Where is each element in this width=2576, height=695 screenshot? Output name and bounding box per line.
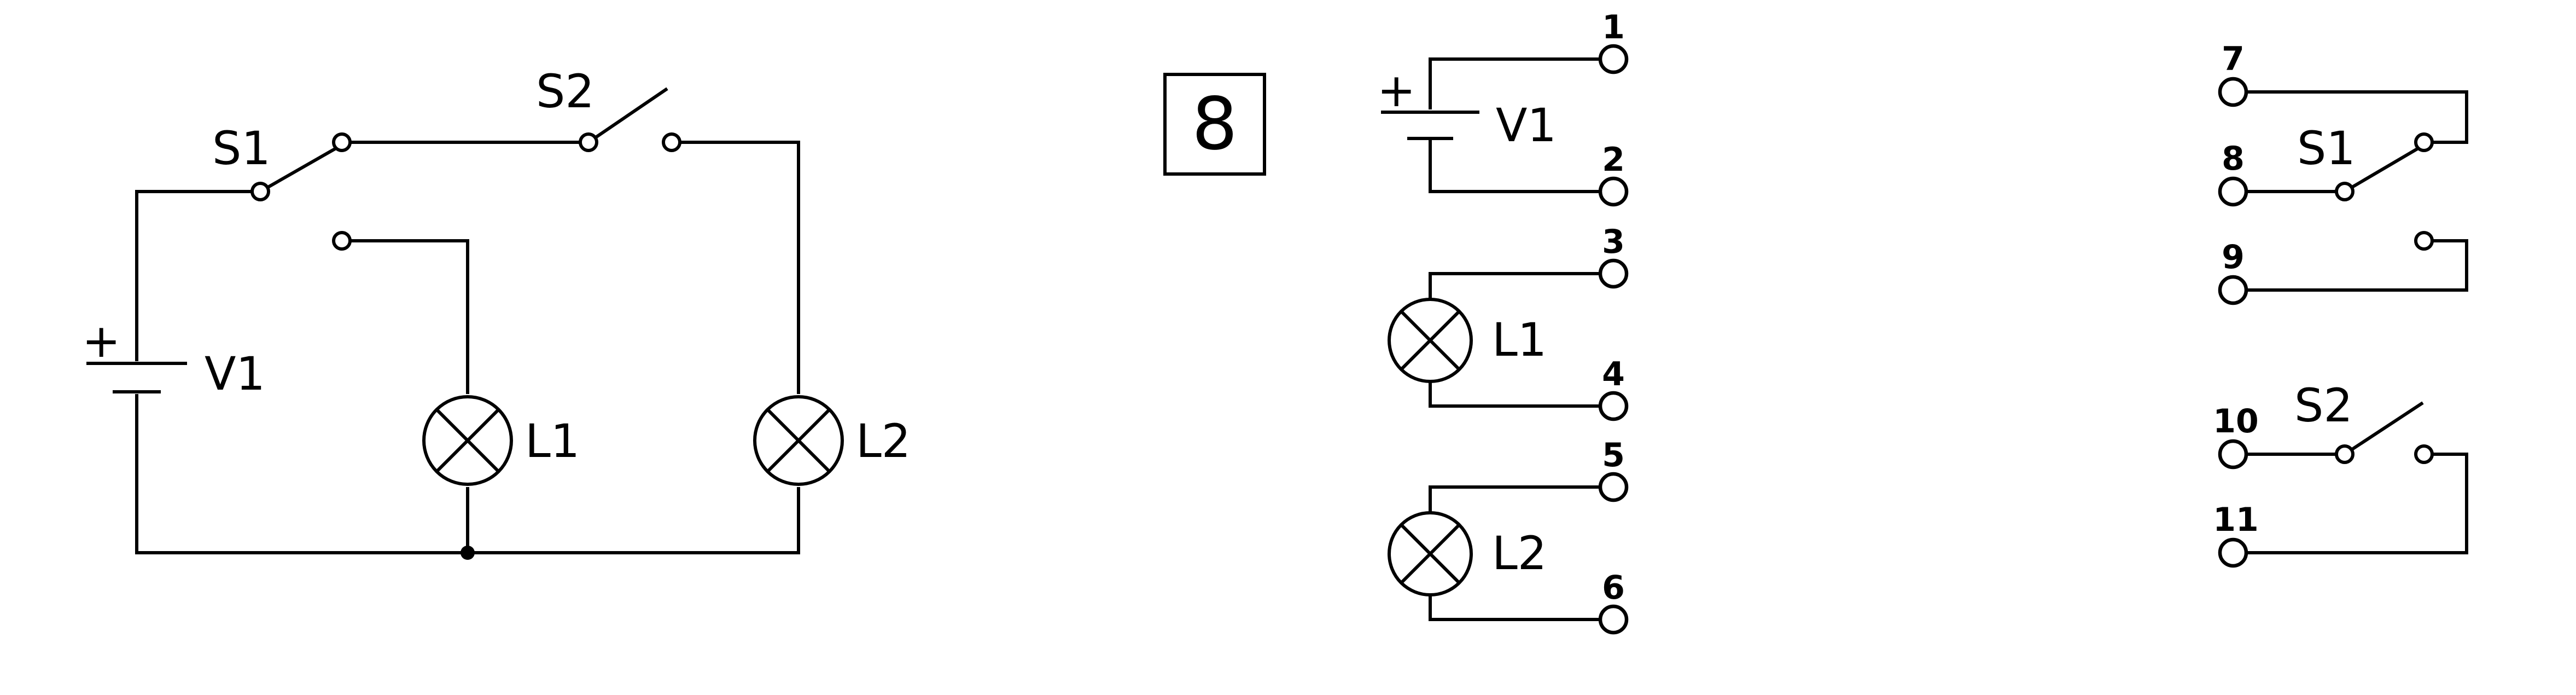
terminal-number-4: 4 (1602, 355, 1625, 393)
junction-dot (461, 546, 475, 560)
problem-number: 8 (1192, 82, 1238, 166)
terminal-number-5: 5 (1602, 436, 1625, 474)
terminal-lamp-l2: L2 5 6 (1388, 436, 1629, 635)
terminal-switch-s2-label: S2 (2294, 379, 2353, 432)
terminal-number-7: 7 (2222, 40, 2245, 78)
battery-v1: + V1 (82, 314, 265, 401)
lamp-l1: L1 (422, 395, 580, 486)
switch-terminals: S1 7 8 9 S2 10 11 (2213, 40, 2468, 568)
terminal-lamp-l1: L1 3 4 (1388, 223, 1629, 421)
terminal-number-3: 3 (1602, 223, 1625, 261)
terminal-battery-polarity: + (1377, 63, 1415, 117)
assembled-circuit: + V1 S1 S2 L1 L (82, 65, 911, 560)
terminal-switch-s1: S1 7 8 9 (2218, 40, 2468, 305)
switch-s1: S1 (212, 121, 352, 251)
battery-polarity-sign: + (82, 314, 120, 368)
component-terminals: + V1 1 2 L1 3 4 L2 5 (1377, 8, 1629, 635)
switch-s2-label: S2 (536, 65, 595, 118)
wire-battery-to-s1 (135, 190, 252, 361)
terminal-number-11: 11 (2213, 501, 2259, 539)
lamp-l2: L2 (753, 395, 911, 486)
terminal-battery-label: V1 (1496, 99, 1557, 152)
switch-s1-label: S1 (212, 121, 271, 175)
problem-number-box: 8 (1163, 73, 1266, 176)
terminal-battery-v1: + V1 1 2 (1377, 8, 1629, 207)
terminal-switch-s1-label: S1 (2297, 121, 2356, 175)
lamp-l1-label: L1 (525, 414, 580, 468)
lamp-l2-label: L2 (856, 414, 911, 468)
battery-label: V1 (205, 347, 265, 401)
terminal-switch-s2: S2 10 11 (2213, 379, 2468, 568)
terminal-lamp-l1-label: L1 (1492, 313, 1547, 367)
terminal-number-1: 1 (1602, 8, 1625, 47)
switch-s2: S2 (536, 65, 681, 152)
terminal-number-10: 10 (2213, 402, 2259, 441)
terminal-number-6: 6 (1602, 569, 1625, 607)
terminal-lamp-l2-label: L2 (1492, 526, 1547, 580)
wire-s2-to-l2 (678, 141, 800, 394)
terminal-number-2: 2 (1602, 141, 1625, 179)
terminal-number-9: 9 (2222, 238, 2245, 276)
terminal-number-8: 8 (2222, 140, 2245, 178)
wire-s1-to-l1 (350, 239, 469, 394)
